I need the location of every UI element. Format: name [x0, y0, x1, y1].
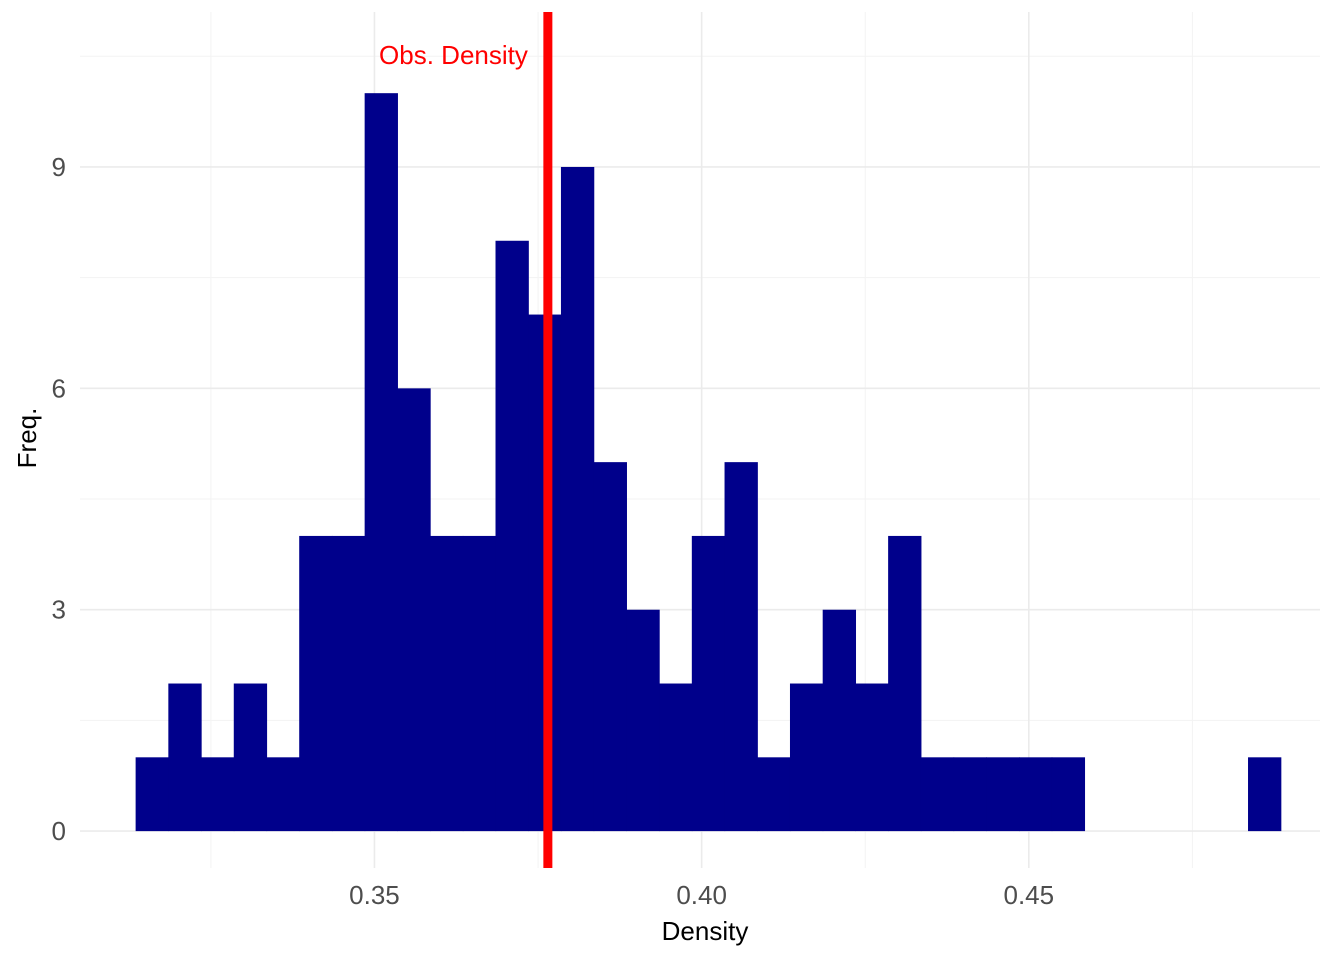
- histogram-bar: [364, 93, 398, 832]
- histogram-bar: [233, 683, 268, 832]
- histogram-bar: [757, 757, 791, 832]
- histogram-bar: [430, 535, 464, 832]
- y-axis-title: Freq.: [12, 408, 42, 469]
- histogram-bar: [1248, 757, 1282, 832]
- histogram-bar: [462, 535, 497, 832]
- x-axis-ticks: 0.35 0.40 0.45: [349, 880, 1054, 910]
- histogram-bar: [135, 757, 169, 832]
- histogram-bar: [201, 757, 235, 832]
- histogram-bar: [986, 757, 1020, 832]
- y-tick-label: 9: [52, 152, 66, 182]
- histogram-bar: [626, 609, 660, 832]
- observed-density-label: Obs. Density: [379, 40, 528, 70]
- histogram-bar: [822, 609, 857, 832]
- histogram-bar: [691, 535, 726, 832]
- histogram-bar: [953, 757, 987, 832]
- histogram-bar: [888, 535, 922, 832]
- x-tick-label: 0.45: [1004, 880, 1055, 910]
- y-axis-ticks: 0 3 6 9: [52, 152, 66, 846]
- x-axis-title: Density: [662, 916, 749, 946]
- y-tick-label: 6: [52, 373, 66, 403]
- histogram-bar: [1051, 757, 1086, 832]
- histogram-bar: [331, 535, 366, 832]
- histogram-bar: [299, 535, 333, 832]
- histogram-bar: [920, 757, 955, 832]
- histogram-bar: [855, 683, 889, 832]
- histogram-bars: [135, 93, 1282, 832]
- histogram-bar: [593, 462, 627, 832]
- histogram-bar: [397, 388, 431, 832]
- histogram-bar: [168, 683, 202, 832]
- y-tick-label: 0: [52, 816, 66, 846]
- histogram-bar: [789, 683, 824, 832]
- histogram-bar: [1018, 757, 1053, 832]
- histogram-bar: [266, 757, 300, 832]
- x-tick-label: 0.40: [676, 880, 727, 910]
- y-tick-label: 3: [52, 595, 66, 625]
- histogram-bar: [724, 462, 758, 832]
- x-tick-label: 0.35: [349, 880, 400, 910]
- histogram-bar: [495, 240, 529, 832]
- histogram-bar: [659, 683, 693, 832]
- histogram-bar: [560, 166, 595, 832]
